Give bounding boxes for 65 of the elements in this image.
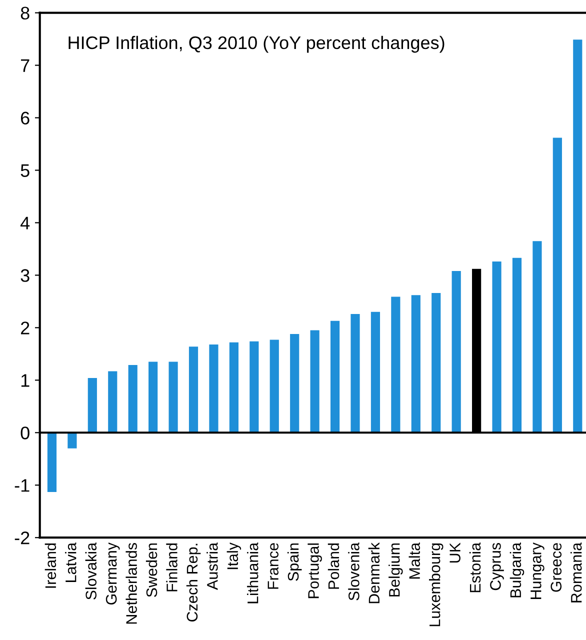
x-tick-label: Greece bbox=[550, 543, 562, 592]
bar bbox=[552, 138, 562, 433]
x-tick-label: Estonia bbox=[469, 542, 481, 592]
x-tick-label: Slovakia bbox=[85, 542, 97, 600]
y-tick-label: -1 bbox=[14, 479, 30, 492]
x-tick-label: Luxembourg bbox=[429, 543, 444, 626]
bar bbox=[209, 344, 218, 433]
x-tick-label: Romania bbox=[570, 542, 582, 602]
bar bbox=[88, 378, 97, 433]
bar bbox=[47, 432, 57, 492]
bar bbox=[188, 346, 198, 433]
x-tick-label: Denmark bbox=[368, 542, 380, 604]
bar bbox=[350, 314, 360, 433]
bar bbox=[330, 320, 340, 433]
bar bbox=[532, 241, 542, 433]
x-tick-label: Poland bbox=[328, 543, 340, 589]
x-tick-label: France bbox=[268, 543, 278, 589]
text: HICP Inflation, Q3 2010 (YoY percent changes) bbox=[68, 36, 444, 53]
bar bbox=[411, 295, 420, 433]
y-tick-label: 0 bbox=[20, 426, 30, 440]
x-tick-label: Netherlands bbox=[126, 543, 137, 624]
bar bbox=[270, 340, 279, 433]
y-tick-label: 2 bbox=[20, 322, 30, 334]
bar bbox=[250, 341, 259, 433]
y-tick-label: 3 bbox=[20, 269, 30, 282]
bar bbox=[68, 432, 77, 448]
x-tick-label: Spain bbox=[287, 543, 302, 581]
x-tick-label: Ireland bbox=[44, 543, 56, 588]
x-tick-label: Finland bbox=[166, 543, 178, 592]
x-tick-label: Portugal bbox=[308, 543, 322, 598]
bar bbox=[128, 364, 138, 433]
x-tick-label: Germany bbox=[106, 542, 120, 605]
x-tick-label: UK bbox=[450, 542, 460, 563]
y-tick-label: 7 bbox=[21, 59, 30, 72]
bar bbox=[290, 334, 300, 433]
bar bbox=[512, 258, 522, 433]
bar bbox=[108, 371, 118, 433]
x-tick-label: Bulgaria bbox=[510, 542, 524, 598]
y-tick-label: 5 bbox=[20, 164, 30, 177]
bar bbox=[573, 40, 582, 433]
bar bbox=[391, 296, 400, 433]
bar bbox=[229, 342, 238, 433]
y-tick-label: -2 bbox=[14, 532, 30, 544]
bar bbox=[370, 312, 380, 433]
x-tick-label: Austria bbox=[206, 542, 218, 590]
x-tick-label: Slovenia bbox=[348, 542, 360, 600]
x-tick-label: Cyprus bbox=[490, 543, 504, 590]
x-tick-label: Sweden bbox=[146, 543, 158, 597]
y-tick-label: 1 bbox=[21, 374, 30, 387]
x-tick-label: Hungary bbox=[530, 542, 544, 599]
x-tick-label: Lithuania bbox=[247, 542, 258, 604]
bar bbox=[452, 271, 461, 433]
bar bbox=[168, 362, 178, 433]
bar bbox=[310, 330, 320, 433]
x-tick-label: Italy bbox=[226, 542, 242, 570]
bar bbox=[492, 262, 502, 433]
y-tick-label: 6 bbox=[21, 112, 30, 124]
x-tick-label: Czech Rep. bbox=[186, 544, 201, 622]
y-tick-label: 8 bbox=[20, 6, 30, 20]
bar bbox=[148, 362, 158, 433]
x-tick-label: Belgium bbox=[388, 543, 403, 596]
bar bbox=[432, 293, 441, 433]
y-tick-label: 4 bbox=[20, 216, 30, 230]
x-tick-label: Latvia bbox=[65, 542, 76, 582]
x-tick-label: Malta bbox=[408, 542, 420, 579]
